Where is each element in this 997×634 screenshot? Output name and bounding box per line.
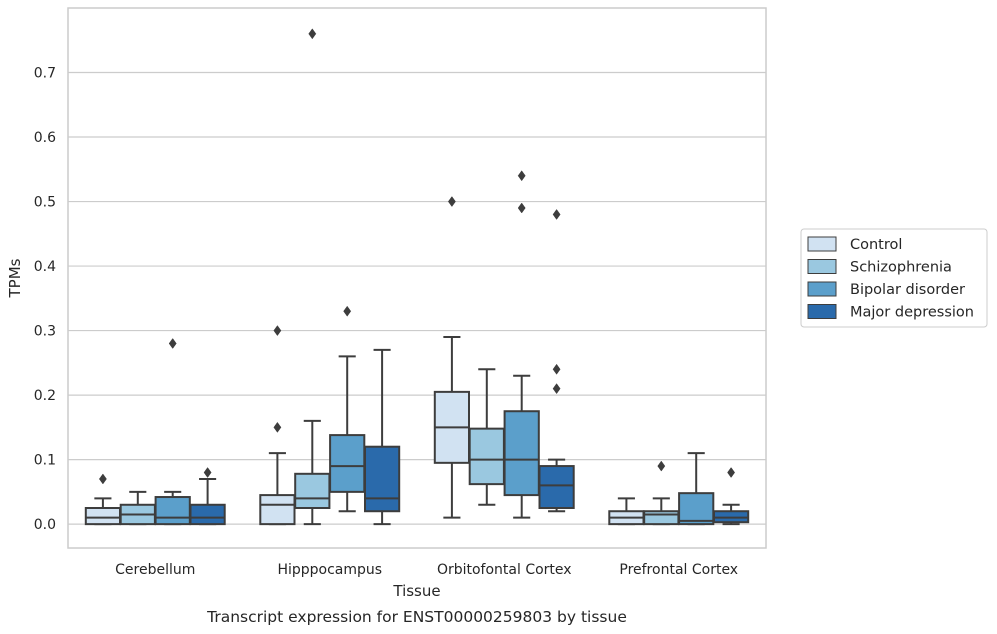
series-major-depression: [189, 209, 750, 526]
outlier-point: [727, 467, 736, 478]
legend-swatch: [807, 304, 837, 319]
outlier-point: [552, 383, 561, 395]
outlier-point: [273, 325, 282, 337]
x-tick-label: Prefrontal Cortex: [619, 562, 738, 578]
box: [538, 209, 575, 513]
box-body: [538, 465, 575, 509]
box-body: [363, 445, 401, 513]
outlier-point: [517, 202, 526, 214]
box-body: [678, 492, 715, 526]
box: [643, 460, 680, 526]
box: [503, 170, 540, 519]
box-body: [189, 503, 226, 526]
series-bipolar-disorder: [154, 170, 715, 526]
outlier-point: [273, 421, 282, 433]
outlier-point: [168, 338, 177, 349]
x-tick-labels: Cerebellum Hipppocampus Orbitofontal Corte…: [115, 562, 738, 578]
legend-label: Control: [850, 237, 902, 253]
box: [119, 490, 156, 526]
outlier-point: [517, 170, 526, 182]
grid-lines: [68, 71, 766, 525]
box-body: [84, 507, 122, 526]
box: [678, 452, 715, 526]
box-body: [294, 472, 331, 510]
box: [433, 196, 471, 519]
legend-label: Schizophrenia: [850, 260, 952, 276]
outlier-point: [98, 473, 107, 485]
x-tick-label: Orbitofontal Cortex: [437, 562, 572, 578]
y-tick-label: 0.7: [34, 66, 56, 82]
series-schizophrenia: [119, 28, 680, 526]
x-tick-label: Hipppocampus: [277, 562, 382, 578]
legend-label: Bipolar disorder: [850, 282, 965, 298]
box-body: [503, 410, 540, 497]
y-tick-label: 0.5: [34, 195, 56, 211]
box-body: [154, 496, 191, 526]
y-tick-label: 0.3: [34, 324, 56, 340]
box: [84, 473, 122, 526]
y-tick-label: 0.4: [34, 259, 56, 275]
outlier-point: [447, 196, 456, 207]
box: [294, 28, 331, 526]
box: [712, 467, 750, 526]
legend-swatch: [807, 259, 837, 274]
y-tick-label: 0.1: [34, 453, 56, 469]
y-tick-label: 0.2: [34, 388, 56, 404]
box: [154, 338, 191, 526]
outlier-point: [203, 467, 212, 478]
legend-swatch: [807, 236, 837, 252]
box-body: [468, 427, 505, 486]
outlier-point: [552, 209, 561, 220]
box-series: [84, 28, 750, 526]
box: [259, 325, 296, 526]
y-tick-labels: 0.0 0.1 0.2 0.3 0.4 0.5 0.6 0.7: [34, 66, 56, 534]
box: [608, 497, 645, 526]
box: [363, 348, 401, 526]
y-tick-label: 0.0: [34, 517, 56, 533]
outlier-point: [308, 28, 317, 40]
box: [468, 368, 505, 506]
y-axis-label: TPMs: [6, 258, 24, 298]
x-tick-label: Cerebellum: [115, 562, 195, 578]
outlier-point: [657, 460, 666, 472]
box-body: [329, 434, 366, 493]
x-axis-label: Tissue: [392, 582, 440, 600]
legend: Control Schizophrenia Bipolar disorder Majo…: [800, 228, 988, 328]
plot-frame: [67, 7, 767, 549]
box-body: [643, 510, 680, 526]
legend-frame: [800, 228, 988, 328]
outlier-point: [552, 363, 561, 375]
legend-label: Major depression: [850, 305, 974, 321]
outlier-point: [343, 305, 352, 317]
box: [329, 305, 366, 513]
box-body: [259, 494, 296, 526]
chart-caption: Transcript expression for ENST0000025980…: [206, 608, 627, 626]
box: [189, 467, 226, 526]
y-tick-label: 0.6: [34, 130, 56, 146]
legend-swatch: [807, 281, 837, 297]
series-control: [84, 196, 645, 526]
